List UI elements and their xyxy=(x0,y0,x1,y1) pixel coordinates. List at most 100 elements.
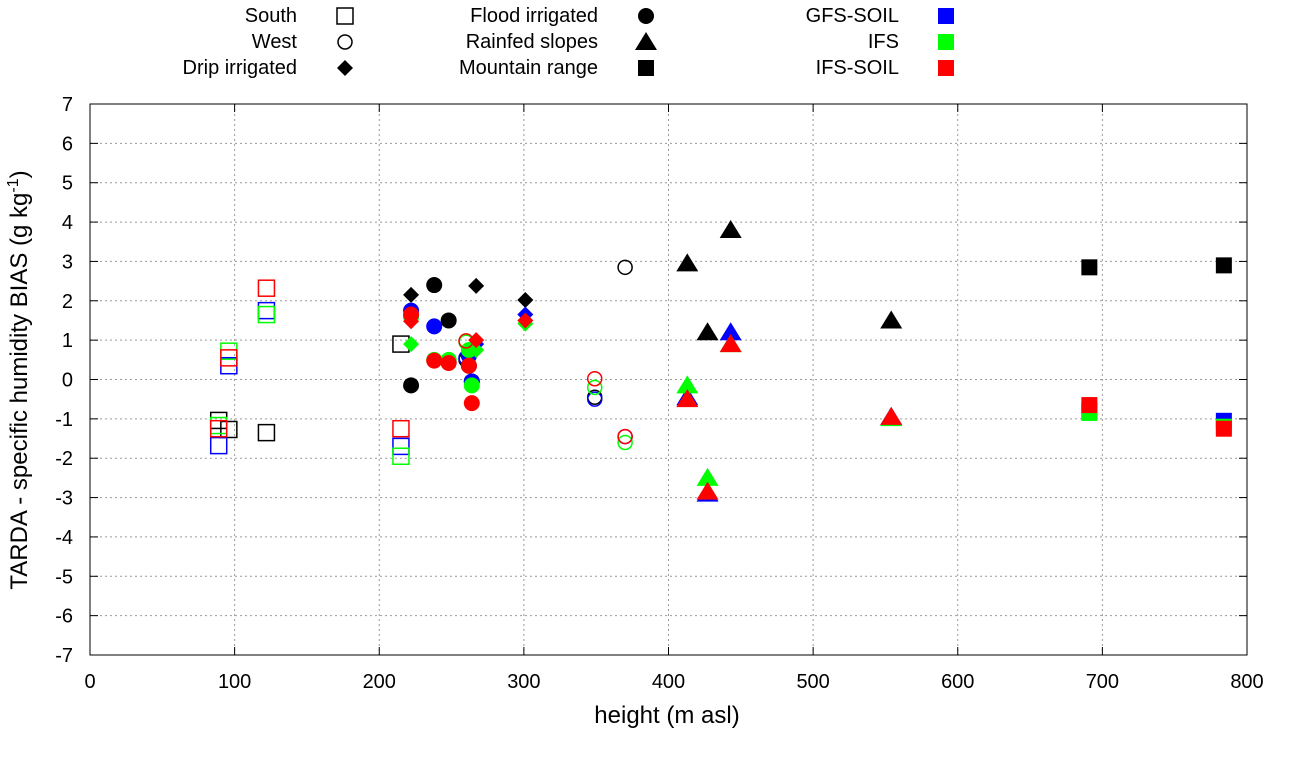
legend-label: GFS-SOIL xyxy=(806,5,899,27)
grid xyxy=(90,104,1247,655)
legend-marker-triangle xyxy=(635,32,657,50)
data-point-green xyxy=(460,341,477,358)
y-axis-label-end: ) xyxy=(6,170,33,178)
data-point-red xyxy=(403,306,420,323)
y-tick-label: 5 xyxy=(62,173,73,195)
data-point-black xyxy=(676,253,699,272)
legend-color-swatch xyxy=(938,8,954,24)
data-point-red xyxy=(1081,397,1098,414)
x-tick-label: 400 xyxy=(652,671,685,693)
legend-label: West xyxy=(252,31,298,53)
legend-label: Mountain range xyxy=(459,57,598,79)
data-point-red xyxy=(719,334,742,353)
legend-label: Drip irrigated xyxy=(183,57,297,79)
legend-color-swatch xyxy=(938,34,954,50)
data-point-black xyxy=(617,259,633,276)
y-axis-label-main: TARDA - specific humidity BIAS (g kg xyxy=(6,193,33,590)
x-tick-label: 600 xyxy=(941,671,974,693)
y-axis-label-sup: -1 xyxy=(5,178,22,192)
data-point-black xyxy=(1081,259,1098,276)
data-point-red xyxy=(257,279,276,297)
axis-ticks: 0 100 200 300 400 500 600 700 800 -7 -6 -5 -4 -3 -2 -1 0… xyxy=(55,94,1263,693)
data-point-green xyxy=(403,336,420,353)
x-tick-label: 0 xyxy=(84,671,95,693)
data-point-black xyxy=(517,291,534,308)
data-point-black xyxy=(696,322,719,341)
y-tick-label: 4 xyxy=(62,212,73,234)
data-point-red xyxy=(676,389,699,408)
data-point-blue xyxy=(426,318,443,335)
data-point-red xyxy=(517,312,534,329)
data-point-red xyxy=(209,419,228,438)
data-point-green xyxy=(392,447,410,465)
legend-label: South xyxy=(245,5,297,27)
data-point-red xyxy=(392,419,410,438)
x-tick-label: 100 xyxy=(218,671,251,693)
legend-label: IFS-SOIL xyxy=(816,57,899,79)
data-point-black xyxy=(880,310,903,329)
y-tick-label: 3 xyxy=(62,251,73,273)
x-tick-label: 800 xyxy=(1230,671,1263,693)
legend-marker-circle xyxy=(638,8,654,24)
data-points xyxy=(209,219,1232,502)
data-point-black xyxy=(1215,257,1232,274)
data-point-red xyxy=(617,428,633,445)
y-tick-label: -1 xyxy=(55,409,73,431)
legend-color-swatch xyxy=(938,60,954,76)
y-tick-label: -3 xyxy=(55,488,73,510)
data-point-blue xyxy=(257,301,276,320)
data-point-green xyxy=(696,467,719,486)
plot-frame xyxy=(89,103,1248,656)
data-point-green xyxy=(617,434,633,451)
y-tick-label: 0 xyxy=(62,370,73,392)
data-point-blue xyxy=(209,436,228,455)
data-point-black xyxy=(468,277,485,294)
data-point-red xyxy=(463,395,480,412)
data-point-blue xyxy=(586,391,603,407)
data-point-black xyxy=(403,377,420,394)
y-tick-label: -7 xyxy=(55,645,73,667)
legend-marker-open-square xyxy=(336,7,354,25)
y-axis-label: TARDA - specific humidity BIAS (g kg-1) xyxy=(5,170,33,589)
legend-label: IFS xyxy=(868,31,899,53)
legend: South West Drip irrigated Flood irrigated Ra… xyxy=(183,5,954,79)
legend-marker-diamond xyxy=(337,60,353,76)
data-point-red xyxy=(440,354,457,371)
y-tick-label: 2 xyxy=(62,291,73,313)
data-point-blue xyxy=(719,322,742,341)
data-point-red xyxy=(696,481,719,500)
x-tick-label: 500 xyxy=(796,671,829,693)
data-point-red xyxy=(1215,420,1232,437)
y-tick-label: 7 xyxy=(62,94,73,116)
data-point-green xyxy=(586,379,603,396)
data-point-red xyxy=(586,370,603,387)
x-tick-label: 700 xyxy=(1086,671,1119,693)
legend-label: Flood irrigated xyxy=(470,5,598,27)
x-tick-label: 200 xyxy=(363,671,396,693)
data-point-black xyxy=(719,219,742,238)
x-axis-label: height (m asl) xyxy=(594,702,739,729)
data-point-black xyxy=(220,420,238,439)
data-point-black xyxy=(403,286,420,303)
x-tick-label: 300 xyxy=(507,671,540,693)
legend-label: Rainfed slopes xyxy=(466,31,598,53)
data-point-red xyxy=(460,357,477,374)
data-point-black xyxy=(257,423,276,442)
y-tick-label: 1 xyxy=(62,330,73,352)
data-point-red xyxy=(426,352,443,369)
data-point-black xyxy=(440,312,457,329)
y-tick-label: -6 xyxy=(55,606,73,628)
data-point-red xyxy=(880,406,903,425)
y-tick-label: -5 xyxy=(55,566,73,588)
data-point-green xyxy=(463,377,480,394)
y-tick-label: 6 xyxy=(62,133,73,155)
legend-marker-square xyxy=(638,60,654,76)
y-tick-label: -2 xyxy=(55,448,73,470)
data-point-green xyxy=(676,375,699,394)
data-point-black xyxy=(426,277,443,294)
y-tick-label: -4 xyxy=(55,527,73,549)
data-point-red xyxy=(468,332,485,349)
data-point-red xyxy=(220,349,238,367)
